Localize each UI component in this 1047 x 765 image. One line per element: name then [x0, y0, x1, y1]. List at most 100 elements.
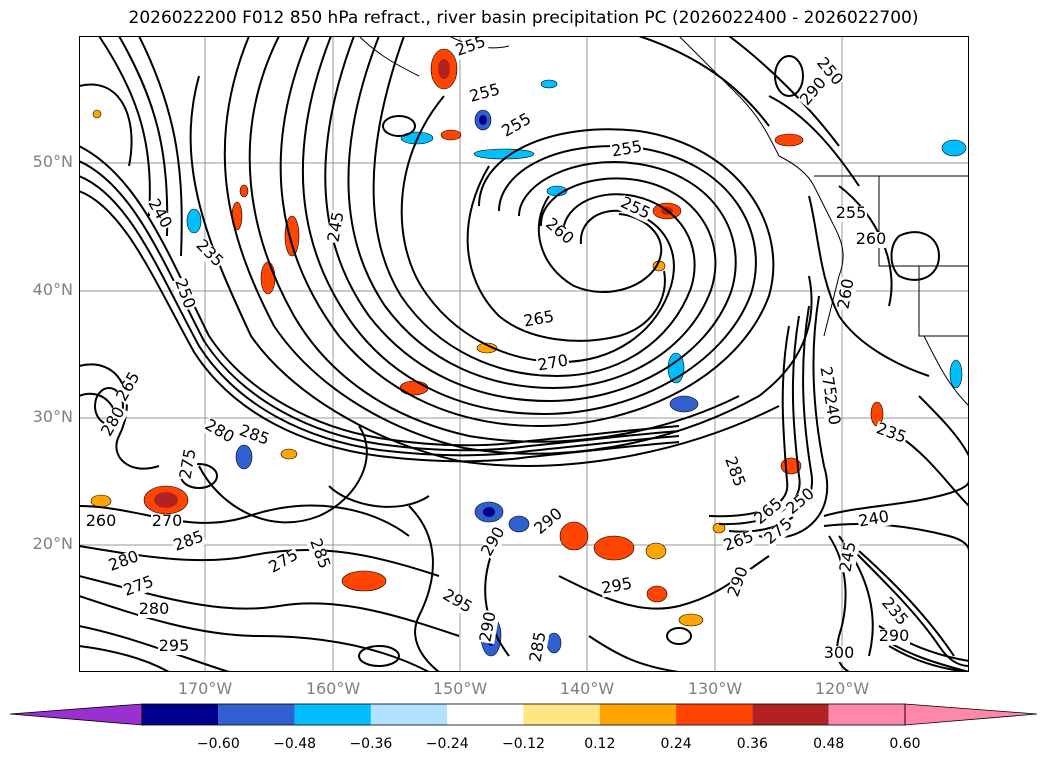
colorbar-tick-label: −0.60: [196, 736, 240, 752]
colorbar-segment: [752, 704, 829, 725]
lat-label: 20°N: [32, 534, 73, 553]
precip-patch: [479, 115, 487, 125]
contour-label: 270: [152, 511, 183, 530]
precip-patch: [239, 184, 249, 198]
precip-patch: [399, 380, 429, 396]
precip-patch: [260, 261, 276, 295]
precip-patch: [593, 535, 635, 561]
precip-patch: [235, 444, 253, 470]
contour-label-bg: [721, 454, 747, 490]
precip-patch: [646, 585, 668, 603]
contour-label-bg: [106, 549, 142, 575]
precip-patch: [508, 515, 530, 533]
contour-label: 260: [86, 511, 117, 530]
contour-label-bg: [838, 539, 860, 575]
contour-label: 300: [824, 643, 855, 662]
contour-label-bg: [144, 196, 174, 232]
contour-label-bg: [726, 564, 752, 600]
contour-label-bg: [201, 417, 237, 447]
contour-label-bg: [823, 646, 855, 662]
lon-label: 130°W: [687, 679, 743, 698]
colorbar-tick-label: 0.60: [889, 736, 921, 752]
colorbar-frame: [141, 703, 906, 726]
contour-label-bg: [599, 576, 635, 598]
contour-label-bg: [479, 524, 509, 560]
contour-label-bg: [721, 529, 757, 555]
contour-label: 290: [879, 626, 910, 645]
precip-patch: [473, 148, 535, 160]
precip-patch: [284, 215, 300, 257]
precip-patch: [476, 342, 498, 354]
contour-label-bg: [138, 602, 170, 618]
precip-patches: [90, 48, 967, 657]
contour-label-bg: [877, 594, 911, 630]
contour-label: 280: [139, 599, 170, 618]
colorbar-segment: [218, 704, 295, 725]
precip-patch: [540, 79, 558, 89]
contour-label-bg: [535, 353, 571, 375]
precip-patch: [669, 395, 699, 413]
lon-label: 160°W: [305, 679, 361, 698]
colorbar-segment: [599, 704, 677, 725]
refractivity-contours: [79, 36, 969, 672]
map-background: [79, 36, 969, 672]
contour-label-bg: [171, 529, 207, 555]
lat-label: 50°N: [32, 152, 73, 171]
colorbar-tick-label: 0.48: [813, 736, 845, 752]
coastlines: [358, 36, 969, 407]
contour-label-bg: [236, 423, 272, 449]
colorbar-extend-low: [10, 703, 143, 726]
precip-patch: [440, 129, 462, 141]
contour-label-bg: [499, 111, 535, 141]
colorbar-segment: [676, 704, 753, 725]
precip-patch: [483, 507, 495, 517]
contour-label-bg: [816, 364, 838, 400]
colorbar-segment: [142, 704, 219, 725]
lon-label: 140°W: [559, 679, 615, 698]
contour-label-bg: [326, 209, 348, 245]
lat-label: 30°N: [32, 407, 73, 426]
contour-label-bg: [178, 446, 200, 482]
contour-label-bg: [797, 74, 831, 110]
colorbar-segment: [370, 704, 448, 725]
contour-label-bg: [521, 309, 557, 331]
colorbar: [10, 703, 1037, 726]
contour-label: 260: [856, 229, 887, 248]
precip-patch: [280, 448, 298, 460]
precip-patch: [941, 139, 967, 157]
figure-title: 2026022200 F012 850 hPa refract., river …: [128, 8, 919, 28]
contour-label-bg: [99, 404, 129, 440]
contour-label-bg: [114, 369, 144, 405]
precip-patch: [154, 492, 178, 508]
contour-label-bg: [453, 36, 489, 60]
precip-patch: [92, 109, 102, 119]
precip-patch: [678, 613, 704, 627]
contour-label-bg: [835, 206, 867, 222]
contour-label-bg: [783, 485, 819, 519]
precip-patch: [559, 521, 589, 551]
precip-patch: [546, 632, 562, 654]
precip-patch: [341, 570, 387, 592]
colorbar-extend-high: [904, 703, 1037, 726]
colorbar-tick-label: −0.36: [349, 736, 393, 752]
contour-label-bg: [306, 536, 332, 572]
map-panel: 2552552552552552602452402352502652702802…: [79, 36, 969, 672]
colorbar-segment: [523, 704, 600, 725]
contour-label-bg: [531, 505, 567, 539]
precip-patch: [438, 59, 450, 79]
contour-label-bg: [820, 392, 842, 428]
contour-label-bg: [171, 276, 197, 312]
colorbar-tick-label: −0.48: [273, 736, 317, 752]
contour-label-bg: [121, 574, 157, 600]
contour-label-bg: [85, 514, 117, 530]
colorbar-tick-label: 0.24: [660, 736, 692, 752]
contour-label-bg: [836, 276, 858, 312]
contour-label-bg: [761, 515, 797, 549]
colorbar-segment: [447, 704, 524, 725]
contour-label: 255: [836, 203, 867, 222]
contour-label-bg: [151, 514, 183, 530]
contour-label-bg: [609, 139, 645, 161]
precip-patch: [90, 494, 112, 508]
contour-label-bg: [439, 587, 475, 617]
lat-label: 40°N: [32, 280, 73, 299]
